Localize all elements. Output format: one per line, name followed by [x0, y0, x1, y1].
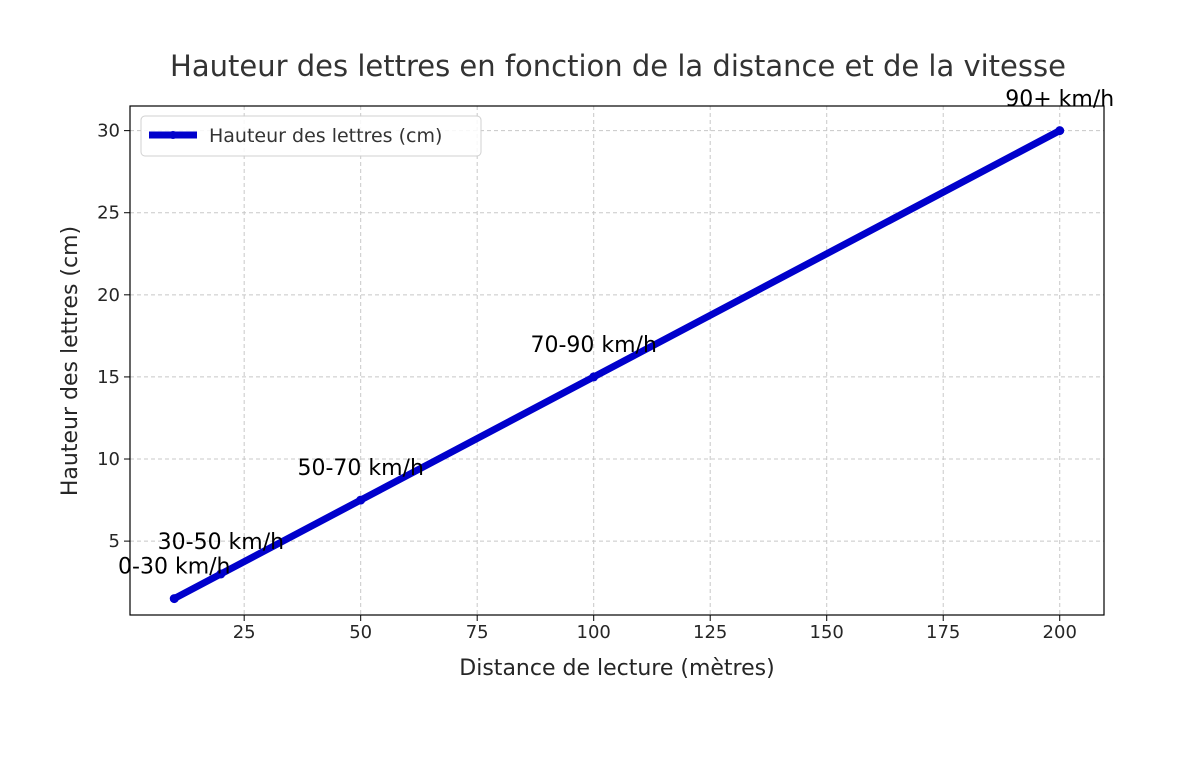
y-tick-label: 5 [109, 531, 120, 552]
point-annotation: 30-50 km/h [158, 530, 284, 555]
x-tick-label: 150 [810, 622, 844, 643]
legend-box [140, 115, 482, 157]
y-tick-label: 20 [97, 285, 120, 306]
series-layer [169, 126, 1065, 604]
data-point [216, 569, 226, 579]
legend-label: Hauteur des lettres (cm) [209, 125, 442, 147]
x-tick-label: 100 [577, 622, 611, 643]
y-tick-label: 15 [97, 367, 120, 388]
data-point [1055, 126, 1065, 136]
series-line [170, 127, 1064, 603]
x-axis-label: Distance de lecture (mètres) [459, 656, 774, 681]
x-tick-label: 175 [926, 622, 960, 643]
point-annotation: 50-70 km/h [297, 456, 423, 481]
y-tick-label: 30 [97, 121, 120, 142]
y-axis-label: Hauteur des lettres (cm) [58, 226, 83, 496]
y-tick-label: 10 [97, 449, 120, 470]
point-annotation: 0-30 km/h [118, 555, 230, 580]
x-tick-label: 50 [349, 622, 372, 643]
y-tick-label: 25 [97, 203, 120, 224]
legend-marker [169, 131, 177, 139]
x-tick-label: 25 [233, 622, 256, 643]
annotation-layer: 0-30 km/h30-50 km/h 50-70 km/h 70-90 km/h 9… [118, 87, 1114, 580]
plot-frame [129, 105, 1105, 616]
point-annotation: 70-90 km/h [530, 333, 656, 358]
chart-title: Hauteur des lettres en fonction de la di… [170, 49, 1066, 83]
tick-layer: 25 50 75 100 125 150 175 200 5 10 15 20 25 30 [97, 121, 1077, 643]
legend: Hauteur des lettres (cm) [140, 115, 482, 157]
x-tick-label: 75 [466, 622, 489, 643]
data-point [589, 372, 599, 382]
data-point [356, 495, 366, 505]
x-tick-label: 125 [693, 622, 727, 643]
x-tick-label: 200 [1043, 622, 1077, 643]
point-annotation: 90+ km/h [1005, 87, 1114, 112]
data-point [169, 594, 179, 604]
